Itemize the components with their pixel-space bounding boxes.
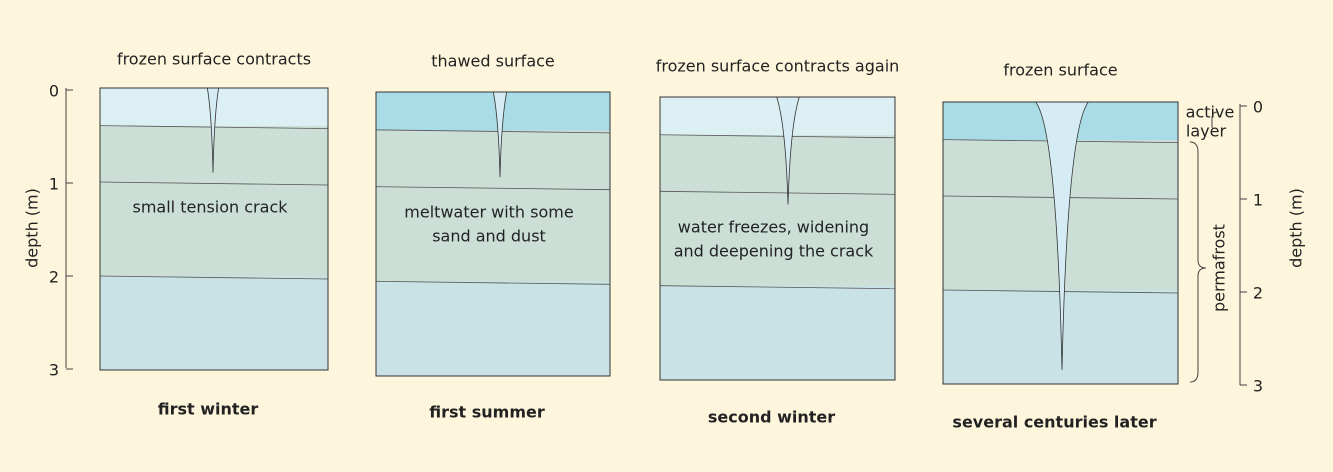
panel-border — [99, 87, 329, 371]
top-label: frozen surface contracts again — [656, 57, 900, 76]
caption: small tension crack — [133, 198, 289, 217]
active-brace — [1211, 111, 1219, 128]
bottom-label: first winter — [158, 400, 259, 419]
left-axis-label: depth (m) — [23, 188, 42, 268]
layer-line — [659, 134, 896, 139]
caption: water freezes, widening — [678, 218, 869, 237]
upper-permafrost — [660, 134, 895, 286]
layer-line — [659, 285, 896, 290]
layer-line — [375, 129, 611, 134]
tick-label: 3 — [49, 361, 59, 380]
tick-label: 0 — [1253, 98, 1263, 117]
caption: and deepening the crack — [674, 242, 874, 261]
panel-border — [659, 96, 896, 381]
bottom-label: several centuries later — [952, 413, 1156, 432]
bottom-label: first summer — [429, 403, 545, 422]
tick-label: 0 — [49, 82, 59, 101]
layer-line — [99, 181, 329, 186]
permafrost-label: permafrost — [1210, 224, 1229, 312]
top-label: frozen surface contracts — [117, 50, 311, 69]
layer-line — [375, 280, 611, 285]
top-label: thawed surface — [431, 52, 555, 71]
ice-wedge — [206, 87, 220, 173]
tick-label: 2 — [49, 268, 59, 287]
right-axis-label: depth (m) — [1287, 188, 1306, 268]
panel-border — [375, 91, 611, 377]
active-label: active — [1186, 103, 1235, 122]
layer-line — [99, 275, 329, 280]
tick-label: 1 — [1253, 191, 1263, 210]
ice-wedge — [776, 96, 800, 205]
active-label: layer — [1186, 122, 1227, 141]
upper-permafrost — [376, 129, 610, 282]
active-layer — [660, 97, 895, 136]
layer-line — [659, 190, 896, 195]
tick-label: 1 — [49, 175, 59, 194]
top-label: frozen surface — [1003, 61, 1117, 80]
layer-line — [375, 186, 611, 191]
permafrost-brace — [1189, 141, 1207, 383]
caption: sand and dust — [432, 227, 546, 246]
ice-wedge — [492, 91, 508, 178]
tick-label: 2 — [1253, 284, 1263, 303]
caption: meltwater with some — [404, 203, 573, 222]
bottom-label: second winter — [708, 408, 835, 427]
active-layer — [376, 92, 610, 131]
tick-label: 3 — [1253, 377, 1263, 396]
panel-border — [942, 101, 1179, 385]
ice-wedge — [1034, 101, 1090, 370]
